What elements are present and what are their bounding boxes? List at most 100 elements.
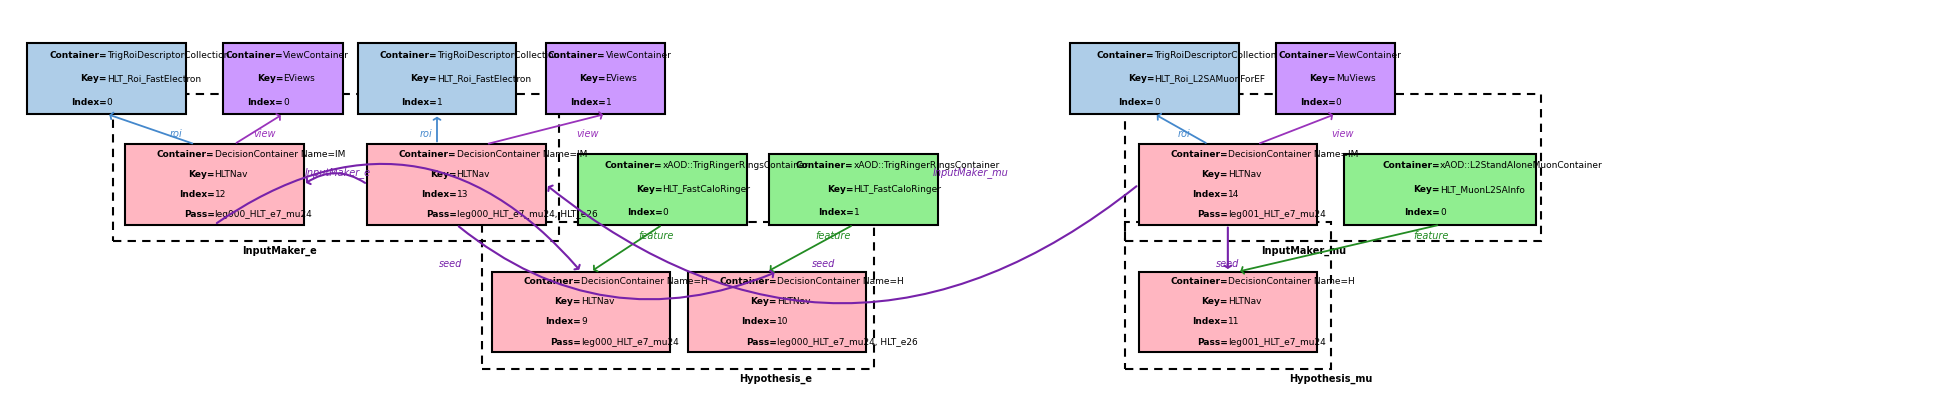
Text: 9: 9 <box>581 317 587 327</box>
Text: HLT_Roi_FastElectron: HLT_Roi_FastElectron <box>107 74 201 83</box>
Bar <box>1126 94 1541 241</box>
Text: ViewContainer: ViewContainer <box>1336 50 1401 60</box>
Bar <box>1126 222 1331 369</box>
Text: Pass=: Pass= <box>550 337 581 347</box>
Text: 1: 1 <box>853 208 858 217</box>
Text: Index=: Index= <box>421 190 457 199</box>
Text: 0: 0 <box>1440 208 1446 217</box>
Bar <box>367 144 546 225</box>
Text: InputMaker_e: InputMaker_e <box>304 167 371 178</box>
Text: Index=: Index= <box>544 317 581 327</box>
Text: DecisionContainer Name=H: DecisionContainer Name=H <box>776 277 903 286</box>
Text: 10: 10 <box>776 317 788 327</box>
Text: HLT_Roi_FastElectron: HLT_Roi_FastElectron <box>437 74 531 83</box>
Text: HLT_Roi_L2SAMuonForEF: HLT_Roi_L2SAMuonForEF <box>1155 74 1266 83</box>
Text: Key=: Key= <box>579 74 605 83</box>
Text: Key=: Key= <box>554 297 581 306</box>
Text: feature: feature <box>638 231 675 241</box>
Text: InputMaker_mu: InputMaker_mu <box>1260 246 1346 256</box>
Text: DecisionContainer Name=IM: DecisionContainer Name=IM <box>1227 150 1358 159</box>
Text: MuViews: MuViews <box>1336 74 1375 83</box>
Text: leg000_HLT_e7_mu24, HLT_e26: leg000_HLT_e7_mu24, HLT_e26 <box>776 337 917 347</box>
Text: TrigRoiDescriptorCollection: TrigRoiDescriptorCollection <box>437 50 560 60</box>
Text: Index=: Index= <box>817 208 853 217</box>
Text: HLTNav: HLTNav <box>776 297 810 306</box>
Text: xAOD::L2StandAloneMuonContainer: xAOD::L2StandAloneMuonContainer <box>1440 161 1604 171</box>
Bar <box>113 94 558 241</box>
Bar <box>546 43 665 114</box>
Text: Container=: Container= <box>1171 150 1227 159</box>
Text: HLT_FastCaloRinger: HLT_FastCaloRinger <box>853 185 942 194</box>
Text: 0: 0 <box>1336 98 1342 107</box>
Text: Pass=: Pass= <box>425 210 457 219</box>
Text: Container=: Container= <box>1383 161 1440 171</box>
Bar <box>1139 272 1317 352</box>
Text: Container=: Container= <box>720 277 776 286</box>
Text: seed: seed <box>1215 259 1239 269</box>
Text: Index=: Index= <box>626 208 663 217</box>
Text: Key=: Key= <box>80 74 107 83</box>
Text: Index=: Index= <box>1405 208 1440 217</box>
Text: Hypothesis_mu: Hypothesis_mu <box>1290 374 1372 384</box>
Text: Key=: Key= <box>636 185 663 194</box>
Text: feature: feature <box>816 231 851 241</box>
Text: leg001_HLT_e7_mu24: leg001_HLT_e7_mu24 <box>1227 210 1325 219</box>
Text: 11: 11 <box>1227 317 1239 327</box>
Text: feature: feature <box>1413 231 1448 241</box>
Text: HLTNav: HLTNav <box>457 170 490 179</box>
Text: HLTNav: HLTNav <box>215 170 248 179</box>
Text: Hypothesis_e: Hypothesis_e <box>739 374 812 384</box>
Text: Index=: Index= <box>402 98 437 107</box>
Text: roi: roi <box>1176 128 1190 138</box>
Text: EViews: EViews <box>283 74 314 83</box>
Text: Index=: Index= <box>570 98 605 107</box>
Text: Index=: Index= <box>1118 98 1155 107</box>
Text: Key=: Key= <box>827 185 853 194</box>
Text: seed: seed <box>439 259 462 269</box>
Text: 1: 1 <box>437 98 443 107</box>
Text: leg000_HLT_e7_mu24: leg000_HLT_e7_mu24 <box>581 337 679 347</box>
Text: InputMaker_e: InputMaker_e <box>242 246 316 256</box>
Text: Key=: Key= <box>1414 185 1440 194</box>
Text: Container=: Container= <box>1278 50 1336 60</box>
Bar <box>577 154 747 225</box>
Text: view: view <box>254 128 275 138</box>
Bar <box>1069 43 1239 114</box>
Text: Index=: Index= <box>741 317 776 327</box>
Text: Index=: Index= <box>248 98 283 107</box>
Text: Container=: Container= <box>1171 277 1227 286</box>
Text: leg000_HLT_e7_mu24: leg000_HLT_e7_mu24 <box>215 210 312 219</box>
Text: TrigRoiDescriptorCollection: TrigRoiDescriptorCollection <box>1155 50 1276 60</box>
Text: xAOD::TrigRingerRingsContainer: xAOD::TrigRingerRingsContainer <box>663 161 808 171</box>
Text: 0: 0 <box>1155 98 1161 107</box>
Text: Container=: Container= <box>796 161 853 171</box>
Text: InputMaker_mu: InputMaker_mu <box>933 167 1009 178</box>
Text: EViews: EViews <box>605 74 638 83</box>
Text: Index=: Index= <box>179 190 215 199</box>
Text: HLT_FastCaloRinger: HLT_FastCaloRinger <box>663 185 751 194</box>
Text: Key=: Key= <box>1309 74 1336 83</box>
Text: Container=: Container= <box>156 150 215 159</box>
Text: 1: 1 <box>605 98 611 107</box>
Bar <box>492 272 671 352</box>
Bar <box>1276 43 1395 114</box>
Text: Container=: Container= <box>378 50 437 60</box>
Text: leg001_HLT_e7_mu24: leg001_HLT_e7_mu24 <box>1227 337 1325 347</box>
Text: Container=: Container= <box>548 50 605 60</box>
Text: roi: roi <box>170 128 183 138</box>
Text: DecisionContainer Name=IM: DecisionContainer Name=IM <box>457 150 587 159</box>
Text: Key=: Key= <box>1202 170 1227 179</box>
Text: 0: 0 <box>283 98 289 107</box>
Text: Key=: Key= <box>1202 297 1227 306</box>
Text: ViewContainer: ViewContainer <box>283 50 349 60</box>
Text: Container=: Container= <box>49 50 107 60</box>
Bar <box>769 154 938 225</box>
Text: Pass=: Pass= <box>1198 337 1227 347</box>
Text: xAOD::TrigRingerRingsContainer: xAOD::TrigRingerRingsContainer <box>853 161 999 171</box>
Text: roi: roi <box>419 128 433 138</box>
Bar <box>357 43 517 114</box>
Text: Index=: Index= <box>1299 98 1336 107</box>
Text: DecisionContainer Name=H: DecisionContainer Name=H <box>581 277 708 286</box>
Text: Container=: Container= <box>226 50 283 60</box>
Text: Container=: Container= <box>398 150 457 159</box>
